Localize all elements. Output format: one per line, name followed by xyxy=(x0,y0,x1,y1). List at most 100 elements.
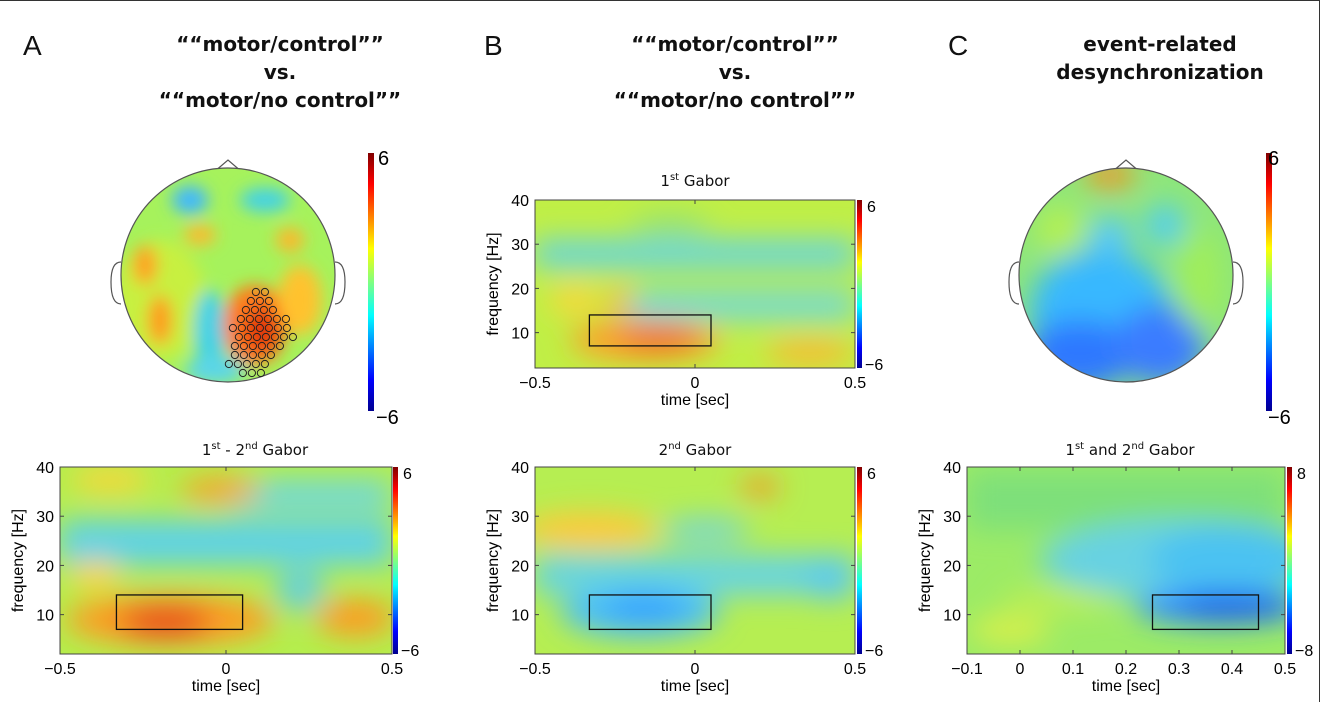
roi-rectangle xyxy=(588,314,712,347)
panel-c-tf-heatmap xyxy=(967,467,1285,654)
panel-letter-c: C xyxy=(948,30,969,61)
electrode-marker xyxy=(234,332,243,342)
y-axis-label: frequency [Hz] xyxy=(917,509,934,612)
electrode-marker xyxy=(245,314,254,324)
x-tick-label: 0 xyxy=(691,661,700,678)
panel-b-tf2-heatmap xyxy=(535,467,855,654)
electrode-marker xyxy=(236,314,245,324)
electrode-marker xyxy=(264,323,273,333)
electrode-marker xyxy=(279,332,288,342)
electrode-marker xyxy=(264,296,273,306)
y-tick-label: 40 xyxy=(511,460,529,477)
y-tick-label: 20 xyxy=(511,558,529,575)
x-tick-label: 0.5 xyxy=(844,661,866,678)
x-axis-label: time [sec] xyxy=(661,678,729,695)
panel-b-title-line-2: vs. xyxy=(718,60,752,84)
x-tick-label: 0.5 xyxy=(844,375,866,392)
electrode-marker xyxy=(260,359,269,369)
panel-a-tf-axes: −0.5 0 0.5 40 30 20 10 time [sec] frequency [Hz]… xyxy=(10,460,419,695)
electrode-marker xyxy=(268,305,277,315)
electrode-marker xyxy=(261,332,270,342)
electrode-marker xyxy=(272,314,281,324)
panel-b-tf2-title: 2nd Gabor xyxy=(575,441,815,459)
electrode-marker xyxy=(230,341,239,351)
panel-c-colorbar-max: 6 xyxy=(1268,148,1279,170)
x-tick-label: 0.5 xyxy=(381,661,403,678)
title-part: and 2 xyxy=(1084,441,1132,459)
roi-rectangle xyxy=(1151,594,1260,631)
electrode-marker xyxy=(263,314,272,324)
title-part: Gabor xyxy=(1144,441,1195,459)
electrode-marker xyxy=(241,305,250,315)
title-part: 1 xyxy=(1065,441,1075,459)
x-tick-label: 0.1 xyxy=(1062,661,1084,678)
title-sup: st xyxy=(211,441,221,452)
y-tick-label: 10 xyxy=(511,608,529,625)
electrode-marker xyxy=(251,359,260,369)
colorbar xyxy=(393,467,398,654)
electrode-marker xyxy=(275,341,284,351)
panel-c-colorbar xyxy=(1266,153,1272,411)
colorbar-min-label: −6 xyxy=(401,643,419,660)
colorbar xyxy=(1287,467,1292,654)
x-tick-label: 0 xyxy=(691,375,700,392)
electrode-marker xyxy=(239,350,248,360)
panel-b-tf1-axes: −0.5 0 0.5 40 30 20 10 time [sec] frequency [Hz]… xyxy=(485,193,883,409)
title-part: 1 xyxy=(660,172,670,190)
electrode-marker xyxy=(256,368,265,378)
electrode-marker xyxy=(239,341,248,351)
head-outline xyxy=(1018,167,1234,383)
colorbar-min-label: −6 xyxy=(865,643,883,660)
electrode-marker xyxy=(243,332,252,342)
electrode-marker xyxy=(255,296,264,306)
panel-c-colorbar-min: −6 xyxy=(1268,407,1291,429)
electrode-marker xyxy=(257,350,266,360)
panel-b-title: ““motor/control”” vs. ““motor/no control… xyxy=(565,30,905,114)
electrode-marker xyxy=(242,359,251,369)
y-tick-label: 20 xyxy=(511,281,529,298)
electrode-marker xyxy=(254,314,263,324)
y-tick-label: 10 xyxy=(511,326,529,343)
electrode-marker xyxy=(260,287,269,297)
title-part: 2 xyxy=(658,441,669,459)
electrode-marker xyxy=(246,323,255,333)
panel-b-tf2-axes: −0.5 0 0.5 40 30 20 10 time [sec] frequency [Hz]… xyxy=(485,460,883,695)
electrode-marker xyxy=(282,323,291,333)
title-sup: nd xyxy=(245,441,258,452)
y-tick-label: 10 xyxy=(943,608,961,625)
panel-a-topomap xyxy=(110,159,346,383)
panel-b-tf1-heatmap xyxy=(535,200,855,368)
electrode-marker xyxy=(281,314,290,324)
panel-c-title: event-related desynchronization xyxy=(1010,30,1310,86)
panel-b-tf1-title: 1st Gabor xyxy=(575,172,815,190)
electrode-marker xyxy=(247,368,256,378)
colorbar-min-label: −6 xyxy=(865,357,883,374)
electrode-marker xyxy=(266,341,275,351)
title-part: 1 xyxy=(201,441,212,459)
colorbar-max-label: 6 xyxy=(403,466,412,483)
panel-a-colorbar-min: −6 xyxy=(376,407,399,429)
panel-c-tf-title: 1st and 2nd Gabor xyxy=(1000,441,1260,459)
electrode-marker xyxy=(252,332,261,342)
panel-a-tf-title: 1st - 2nd Gabor xyxy=(120,441,390,459)
colorbar xyxy=(857,200,862,368)
y-tick-label: 30 xyxy=(511,509,529,526)
head-outline xyxy=(120,167,336,383)
electrode-marker xyxy=(228,323,237,333)
colorbar-max-label: 6 xyxy=(867,199,876,216)
panel-a-title-line-2: vs. xyxy=(263,60,297,84)
x-tick-label: 0 xyxy=(222,661,231,678)
panel-letter-b: B xyxy=(484,30,503,61)
x-axis-label: time [sec] xyxy=(661,392,729,409)
title-part: Gabor xyxy=(680,441,732,459)
x-tick-label: −0.5 xyxy=(519,661,551,678)
panel-c-title-line-1: event-related xyxy=(1083,32,1237,56)
x-tick-label: 0.5 xyxy=(1274,661,1296,678)
title-part: Gabor xyxy=(257,441,309,459)
colorbar-max-label: 6 xyxy=(867,466,876,483)
panel-c-title-line-2: desynchronization xyxy=(1056,60,1264,84)
y-tick-label: 20 xyxy=(943,558,961,575)
electrode-marker xyxy=(230,350,239,360)
